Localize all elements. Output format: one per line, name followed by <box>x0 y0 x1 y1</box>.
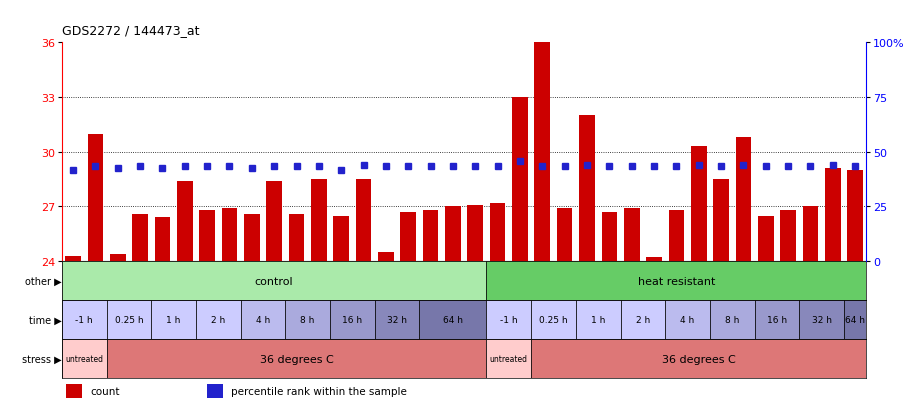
Bar <box>844 300 866 339</box>
Bar <box>151 300 196 339</box>
Text: GDS2272 / 144473_at: GDS2272 / 144473_at <box>62 24 199 37</box>
Bar <box>799 300 844 339</box>
Bar <box>207 384 223 398</box>
Text: 4 h: 4 h <box>681 316 694 324</box>
Bar <box>710 300 754 339</box>
Text: count: count <box>90 386 119 396</box>
Bar <box>445 207 460 261</box>
Text: untreated: untreated <box>490 354 528 363</box>
Bar <box>780 211 796 261</box>
Text: stress ▶: stress ▶ <box>22 354 62 364</box>
Text: 2 h: 2 h <box>211 316 226 324</box>
Bar <box>66 256 81 261</box>
Text: 32 h: 32 h <box>387 316 407 324</box>
Bar <box>110 254 126 261</box>
Bar <box>378 252 394 261</box>
Bar <box>735 138 752 261</box>
Text: 16 h: 16 h <box>342 316 362 324</box>
Text: heat resistant: heat resistant <box>638 276 715 286</box>
Bar <box>356 180 371 261</box>
Bar <box>602 212 617 261</box>
Bar <box>579 116 595 261</box>
Bar <box>196 300 240 339</box>
Bar <box>286 300 330 339</box>
Text: percentile rank within the sample: percentile rank within the sample <box>231 386 407 396</box>
Text: 1 h: 1 h <box>167 316 181 324</box>
Text: control: control <box>255 276 294 286</box>
Bar <box>490 203 505 261</box>
Bar <box>624 209 640 261</box>
Bar <box>487 339 531 378</box>
Text: 0.25 h: 0.25 h <box>115 316 143 324</box>
Bar <box>333 216 349 261</box>
Bar <box>106 339 487 378</box>
Bar <box>199 211 215 261</box>
Bar <box>267 181 282 261</box>
Text: 8 h: 8 h <box>300 316 315 324</box>
Bar <box>311 180 327 261</box>
Bar <box>621 300 665 339</box>
Text: time ▶: time ▶ <box>29 315 62 325</box>
Text: 8 h: 8 h <box>725 316 740 324</box>
Bar <box>847 171 863 261</box>
Text: -1 h: -1 h <box>76 316 93 324</box>
Bar <box>758 216 774 261</box>
Bar <box>487 261 866 300</box>
Bar <box>487 300 531 339</box>
Bar <box>62 300 106 339</box>
Text: untreated: untreated <box>66 354 103 363</box>
Text: 32 h: 32 h <box>812 316 832 324</box>
Bar <box>534 34 551 261</box>
Text: 36 degrees C: 36 degrees C <box>662 354 735 364</box>
Bar <box>87 134 103 261</box>
Text: other ▶: other ▶ <box>25 276 62 286</box>
Bar <box>62 261 487 300</box>
Bar <box>423 211 439 261</box>
Text: 4 h: 4 h <box>256 316 270 324</box>
Text: 36 degrees C: 36 degrees C <box>259 354 333 364</box>
Bar <box>669 211 684 261</box>
Bar <box>420 300 487 339</box>
Text: 0.25 h: 0.25 h <box>539 316 568 324</box>
Bar <box>754 300 799 339</box>
Bar <box>665 300 710 339</box>
Text: 2 h: 2 h <box>636 316 650 324</box>
Bar <box>155 218 170 261</box>
Text: 1 h: 1 h <box>591 316 605 324</box>
Bar <box>400 212 416 261</box>
Bar <box>691 147 706 261</box>
Bar <box>222 209 238 261</box>
Bar <box>576 300 621 339</box>
Bar <box>468 205 483 261</box>
Bar <box>288 214 304 261</box>
Bar <box>240 300 286 339</box>
Bar <box>713 180 729 261</box>
Text: 64 h: 64 h <box>443 316 463 324</box>
Bar <box>531 339 866 378</box>
Bar <box>646 258 662 261</box>
Bar <box>177 181 193 261</box>
Bar <box>330 300 375 339</box>
Text: 64 h: 64 h <box>845 316 865 324</box>
Bar <box>375 300 420 339</box>
Bar <box>244 214 259 261</box>
Bar <box>62 339 106 378</box>
Bar <box>512 98 528 261</box>
Bar <box>531 300 576 339</box>
Text: 16 h: 16 h <box>767 316 787 324</box>
Bar <box>557 209 572 261</box>
Bar <box>66 384 82 398</box>
Bar <box>132 214 148 261</box>
Bar <box>106 300 151 339</box>
Bar <box>803 207 818 261</box>
Text: -1 h: -1 h <box>500 316 518 324</box>
Bar <box>825 169 841 261</box>
